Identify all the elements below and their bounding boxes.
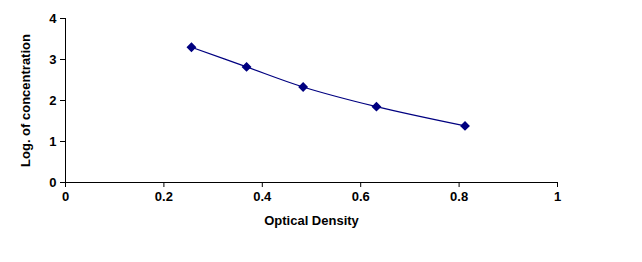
svg-text:0: 0 (49, 175, 56, 190)
svg-text:0.2: 0.2 (155, 189, 173, 204)
svg-text:Optical Density: Optical Density (264, 213, 359, 228)
svg-text:3: 3 (49, 52, 56, 67)
svg-text:1: 1 (49, 134, 56, 149)
svg-text:4: 4 (49, 11, 57, 26)
svg-text:0.4: 0.4 (253, 189, 272, 204)
svg-text:Log. of concentration: Log. of concentration (18, 34, 33, 167)
svg-text:0.8: 0.8 (450, 189, 468, 204)
svg-text:1: 1 (554, 189, 561, 204)
svg-text:0: 0 (62, 189, 69, 204)
svg-text:2: 2 (49, 93, 56, 108)
svg-text:0.6: 0.6 (352, 189, 370, 204)
